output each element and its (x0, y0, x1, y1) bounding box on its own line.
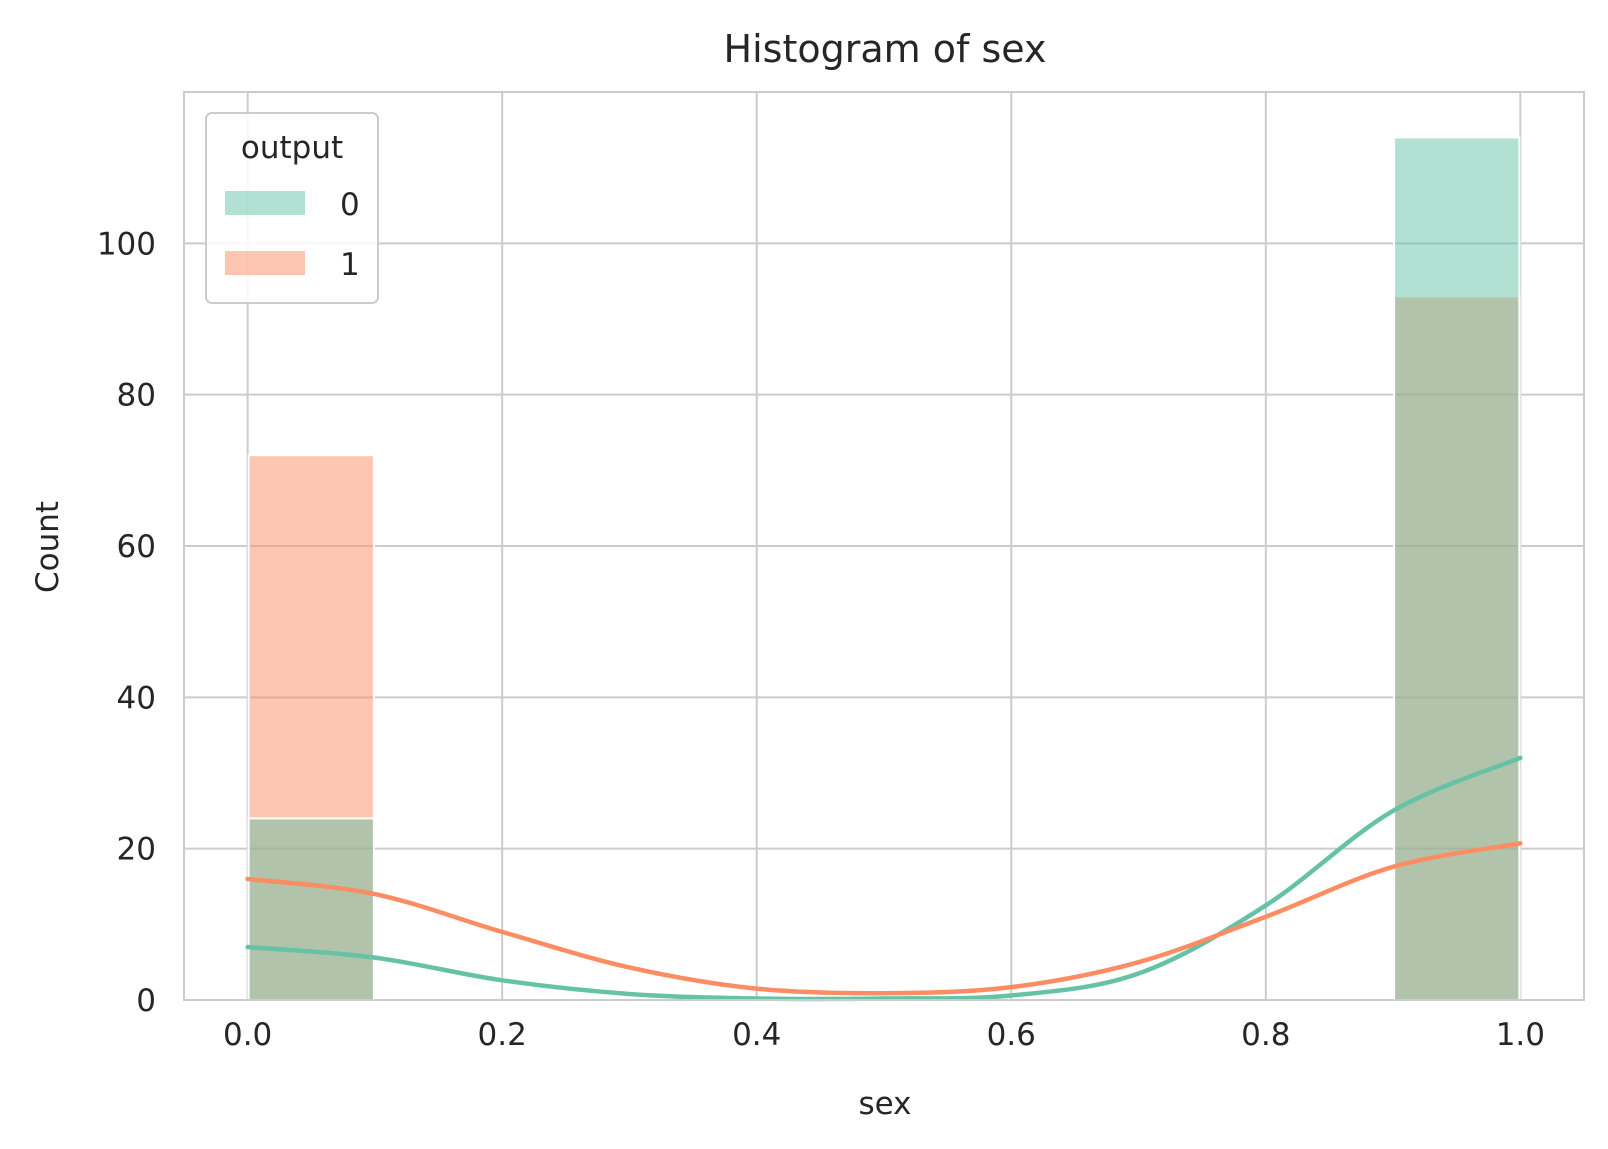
legend-label-0: 0 (340, 187, 360, 223)
kde-curve-output-0 (245, 755, 1523, 1002)
y-tick-label: 40 (117, 680, 156, 716)
grid-lines (184, 92, 1584, 1001)
kde-curves (245, 755, 1523, 1002)
legend: output 0 1 (205, 112, 379, 304)
y-tick-labels: 0 20 40 60 80 100 (97, 226, 156, 1019)
y-tick-label: 0 (136, 983, 156, 1019)
histogram-bars (247, 136, 1521, 1002)
x-tick-labels: 0.0 0.2 0.4 0.6 0.8 1.0 (223, 1017, 1545, 1053)
y-axis-label: Count (30, 501, 66, 593)
x-tick-label: 0.6 (987, 1017, 1036, 1053)
x-tick-label: 0.8 (1241, 1017, 1290, 1053)
legend-swatch-1 (225, 251, 305, 275)
histogram-bar-output-0 (1393, 136, 1521, 1001)
y-tick-label: 60 (117, 529, 156, 565)
legend-title: output (241, 130, 343, 166)
y-tick-label: 20 (117, 832, 156, 868)
chart-title: Histogram of sex (724, 27, 1047, 71)
x-tick-label: 0.4 (732, 1017, 781, 1053)
histogram-bar-output-0 (247, 817, 375, 1002)
legend-swatch-0 (225, 191, 305, 215)
x-tick-label: 1.0 (1496, 1017, 1545, 1053)
legend-label-1: 1 (340, 247, 360, 283)
x-tick-label: 0.2 (478, 1017, 527, 1053)
plot-frame (183, 91, 1585, 1001)
kde-curve-output-1 (245, 841, 1523, 996)
x-axis-label: sex (858, 1086, 911, 1122)
y-tick-label: 80 (117, 378, 156, 414)
y-tick-label: 100 (97, 226, 156, 262)
x-tick-label: 0.0 (223, 1017, 272, 1053)
